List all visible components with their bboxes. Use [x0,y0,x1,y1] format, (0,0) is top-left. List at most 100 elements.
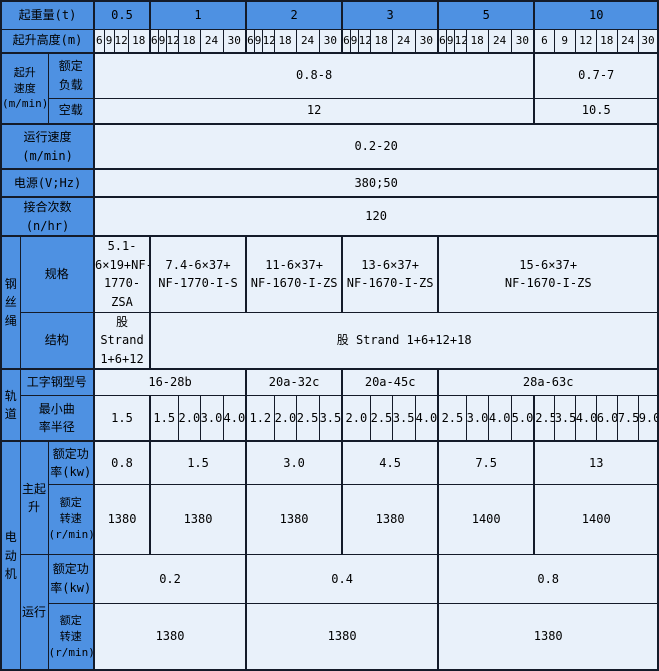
rope-spec-value: 7.4-6×37+ NF-1770-I-S [149,235,247,313]
main-hoist-power-value: 13 [533,440,659,485]
height-cell: 9 [253,28,263,54]
min-radius-value: 1.2 [245,394,275,442]
main-hoist-speed-value: 1380 [245,483,343,555]
rope-structure-label: 结构 [19,311,95,370]
rope-spec-label: 规格 [19,235,95,313]
min-radius-value: 4.0 [222,394,247,442]
min-radius-value: 4.0 [414,394,439,442]
height-cell: 30 [222,28,247,54]
height-cell: 12 [574,28,597,54]
height-cell: 9 [445,28,455,54]
motor-group-label: 电 动 机 [0,440,21,671]
height-cell: 18 [177,28,201,54]
min-radius-value: 2.5 [295,394,320,442]
duty-cycle-value: 120 [93,195,659,237]
no-load-value: 12 [93,97,535,125]
height-cell: 12 [357,28,371,54]
height-cell: 18 [465,28,489,54]
capacity-header: 1 [149,0,247,30]
travel-motor-label: 运行 [19,553,49,671]
travel-speed-motor-label: 额定 转速 (r/min) [47,602,95,671]
power-supply-value: 380;50 [93,168,659,198]
travel-power-value: 0.4 [245,553,439,604]
ibeam-label: 工字钢型号 [19,368,95,396]
main-hoist-speed-label: 额定 转速 (r/min) [47,483,95,555]
ibeam-value: 20a-32c [245,368,343,396]
height-cell: 30 [510,28,535,54]
wire-rope-group-label: 钢 丝 绳 [0,235,21,370]
rated-load-value: 0.7-7 [533,52,659,99]
height-cell: 6 [93,28,105,54]
min-radius-value: 3.5 [553,394,576,442]
min-radius-value: 4.0 [574,394,597,442]
track-group-label: 轨 道 [0,368,21,442]
min-radius-value: 2.5 [437,394,467,442]
height-cell: 24 [616,28,639,54]
height-label: 起升高度(m) [0,28,95,54]
min-radius-value: 1.5 [93,394,151,442]
travel-speed-label: 运行速度 (m/min) [0,123,95,170]
main-hoist-speed-value: 1400 [533,483,659,555]
height-cell: 6 [533,28,555,54]
height-cell: 24 [199,28,224,54]
height-cell: 30 [318,28,343,54]
travel-power-value: 0.2 [93,553,247,604]
rope-spec-value: 13-6×37+ NF-1670-I-ZS [341,235,439,313]
min-radius-value: 2.0 [273,394,297,442]
height-cell: 24 [487,28,512,54]
rope-spec-value: 11-6×37+ NF-1670-I-ZS [245,235,343,313]
height-cell: 6 [245,28,255,54]
height-cell: 9 [103,28,115,54]
height-cell: 30 [414,28,439,54]
height-cell: 24 [295,28,320,54]
lifting-speed-label: 起升 速度 (m/min) [0,52,49,125]
main-hoist-speed-value: 1380 [149,483,247,555]
height-cell: 9 [553,28,576,54]
travel-motor-speed-value: 1380 [437,602,659,671]
main-hoist-power-value: 0.8 [93,440,151,485]
main-hoist-power-value: 4.5 [341,440,439,485]
height-cell: 6 [149,28,159,54]
min-radius-value: 3.5 [318,394,343,442]
main-hoist-power-value: 1.5 [149,440,247,485]
height-cell: 30 [637,28,659,54]
capacity-header: 10 [533,0,659,30]
rated-load-value: 0.8-8 [93,52,535,99]
height-cell: 6 [341,28,351,54]
rated-load-label: 额定 负载 [47,52,95,99]
rope-structure-value: 股 Strand 1+6+12 [93,311,151,370]
height-cell: 12 [261,28,275,54]
power-supply-label: 电源(V;Hz) [0,168,95,198]
min-radius-value: 1.5 [149,394,179,442]
capacity-label: 起重量(t) [0,0,95,30]
main-hoist-label: 主起 升 [19,440,49,555]
ibeam-value: 20a-45c [341,368,439,396]
ibeam-value: 16-28b [93,368,247,396]
main-hoist-speed-value: 1400 [437,483,535,555]
main-hoist-speed-value: 1380 [341,483,439,555]
travel-power-value: 0.8 [437,553,659,604]
height-cell: 12 [165,28,179,54]
capacity-header: 5 [437,0,535,30]
height-cell: 24 [391,28,416,54]
min-radius-value: 6.0 [595,394,618,442]
main-hoist-speed-value: 1380 [93,483,151,555]
height-cell: 18 [595,28,618,54]
min-radius-value: 5.0 [510,394,535,442]
capacity-header: 2 [245,0,343,30]
ibeam-value: 28a-63c [437,368,659,396]
main-hoist-power-label: 额定功 率(kw) [47,440,95,485]
height-cell: 6 [437,28,447,54]
height-cell: 18 [273,28,297,54]
height-cell: 18 [369,28,393,54]
height-cell: 18 [127,28,151,54]
height-cell: 12 [453,28,467,54]
min-radius-value: 3.0 [465,394,489,442]
height-cell: 9 [157,28,167,54]
rope-spec-value: 15-6×37+ NF-1670-I-ZS [437,235,659,313]
min-radius-value: 3.0 [199,394,224,442]
rope-structure-value: 股 Strand 1+6+12+18 [149,311,659,370]
min-radius-value: 2.0 [177,394,201,442]
capacity-header: 3 [341,0,439,30]
